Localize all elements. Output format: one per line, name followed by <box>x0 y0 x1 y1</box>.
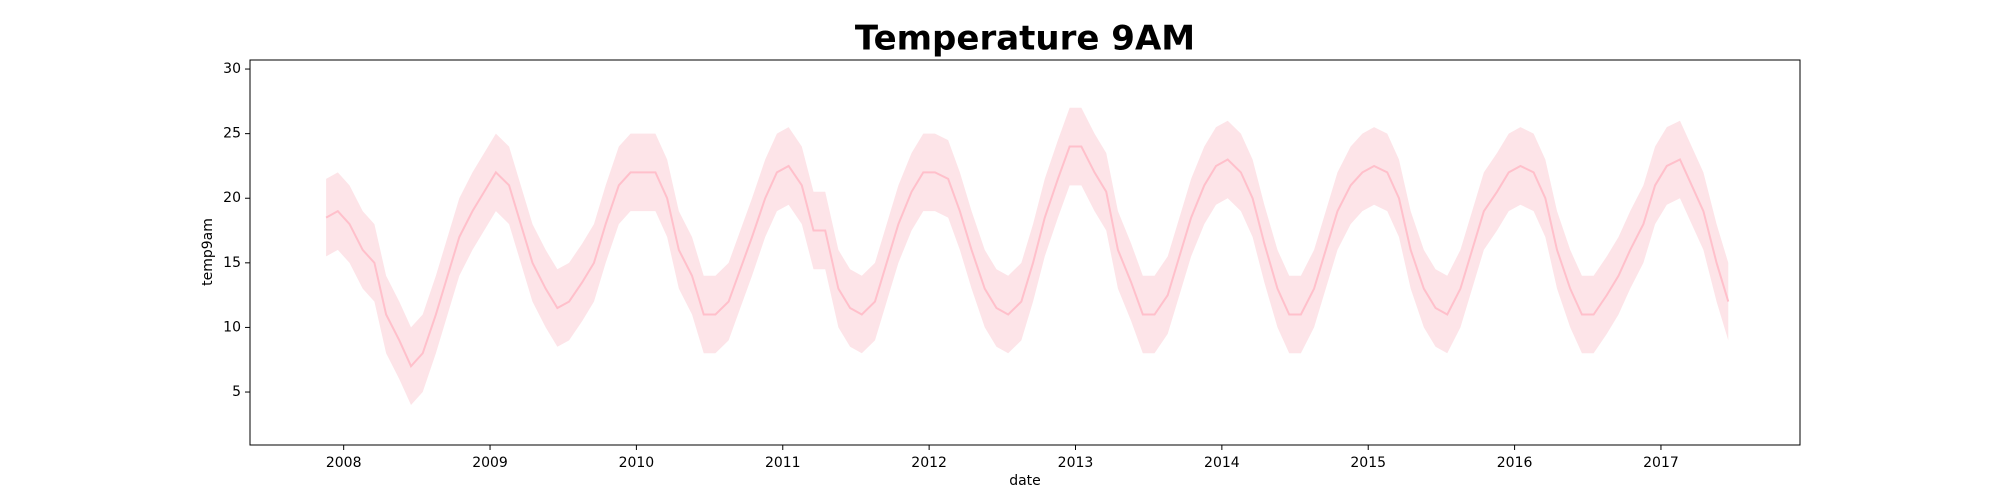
x-tick-label: 2013 <box>1058 455 1094 471</box>
y-tick-label: 25 <box>223 126 241 142</box>
x-tick-label: 2008 <box>326 455 362 471</box>
confidence-band <box>326 107 1729 405</box>
x-tick-label: 2009 <box>472 455 508 471</box>
x-tick-label: 2016 <box>1497 455 1533 471</box>
y-tick-label: 15 <box>223 255 241 271</box>
y-tick-label: 5 <box>232 384 241 400</box>
x-tick-label: 2017 <box>1643 455 1679 471</box>
y-tick-label: 10 <box>223 319 241 335</box>
plot-frame <box>249 59 1801 446</box>
x-tick-label: 2012 <box>911 455 947 471</box>
y-tick-label: 30 <box>223 61 241 77</box>
x-tick-label: 2011 <box>765 455 801 471</box>
y-tick-label: 20 <box>223 190 241 206</box>
chart-title: Temperature 9AM <box>855 19 1195 59</box>
x-tick-label: 2010 <box>619 455 655 471</box>
x-tick-label: 2015 <box>1350 455 1386 471</box>
line <box>325 145 1730 368</box>
x-tick-label: 2014 <box>1204 455 1240 471</box>
y-axis-label: temp9am <box>200 218 216 286</box>
x-axis-label: date <box>1009 473 1041 489</box>
